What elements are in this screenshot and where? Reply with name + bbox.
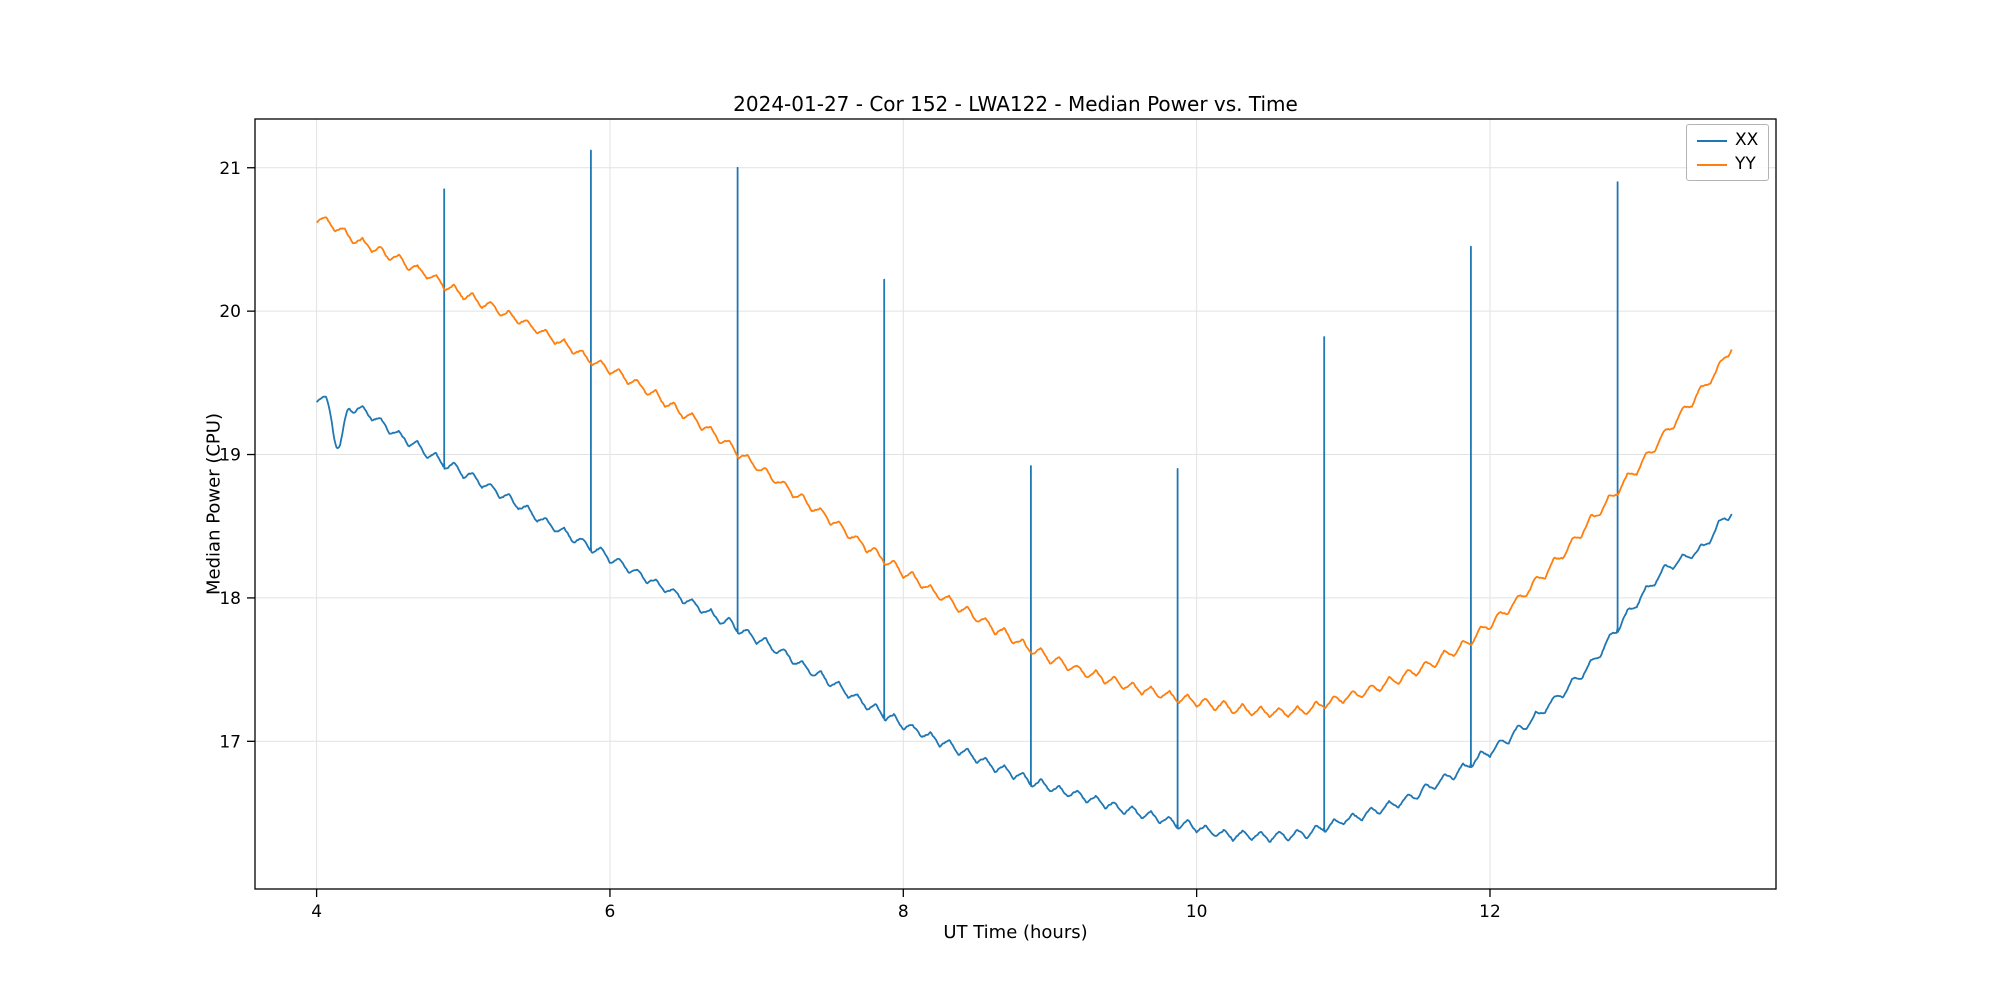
legend-line-sample-xx	[1697, 139, 1727, 142]
x-tick-label: 8	[898, 902, 909, 922]
y-tick-label: 20	[219, 302, 241, 322]
y-tick-label: 21	[219, 159, 241, 179]
y-axis-label: Median Power (CPU)	[203, 413, 225, 595]
plot-frame	[254, 118, 1777, 890]
legend-line-sample-yy	[1697, 163, 1727, 166]
series-line-yy	[316, 216, 1733, 718]
y-tick-label: 19	[219, 446, 241, 466]
legend-item-xx: XX	[1697, 132, 1758, 149]
chart-title: 2024-01-27 - Cor 152 - LWA122 - Median P…	[733, 92, 1298, 116]
y-tick-label: 18	[219, 589, 241, 609]
x-axis-label: UT Time (hours)	[943, 922, 1088, 943]
x-tick-label: 6	[605, 902, 616, 922]
legend-label-xx: XX	[1735, 130, 1759, 150]
x-tick-label: 12	[1479, 902, 1501, 922]
y-tick-label: 17	[219, 732, 241, 752]
x-tick-label: 4	[311, 902, 322, 922]
series-line-xx	[316, 149, 1733, 843]
legend-label-yy: YY	[1735, 154, 1756, 174]
legend: XX YY	[1686, 124, 1770, 181]
x-tick-label: 10	[1186, 902, 1208, 922]
legend-item-yy: YY	[1697, 156, 1758, 173]
